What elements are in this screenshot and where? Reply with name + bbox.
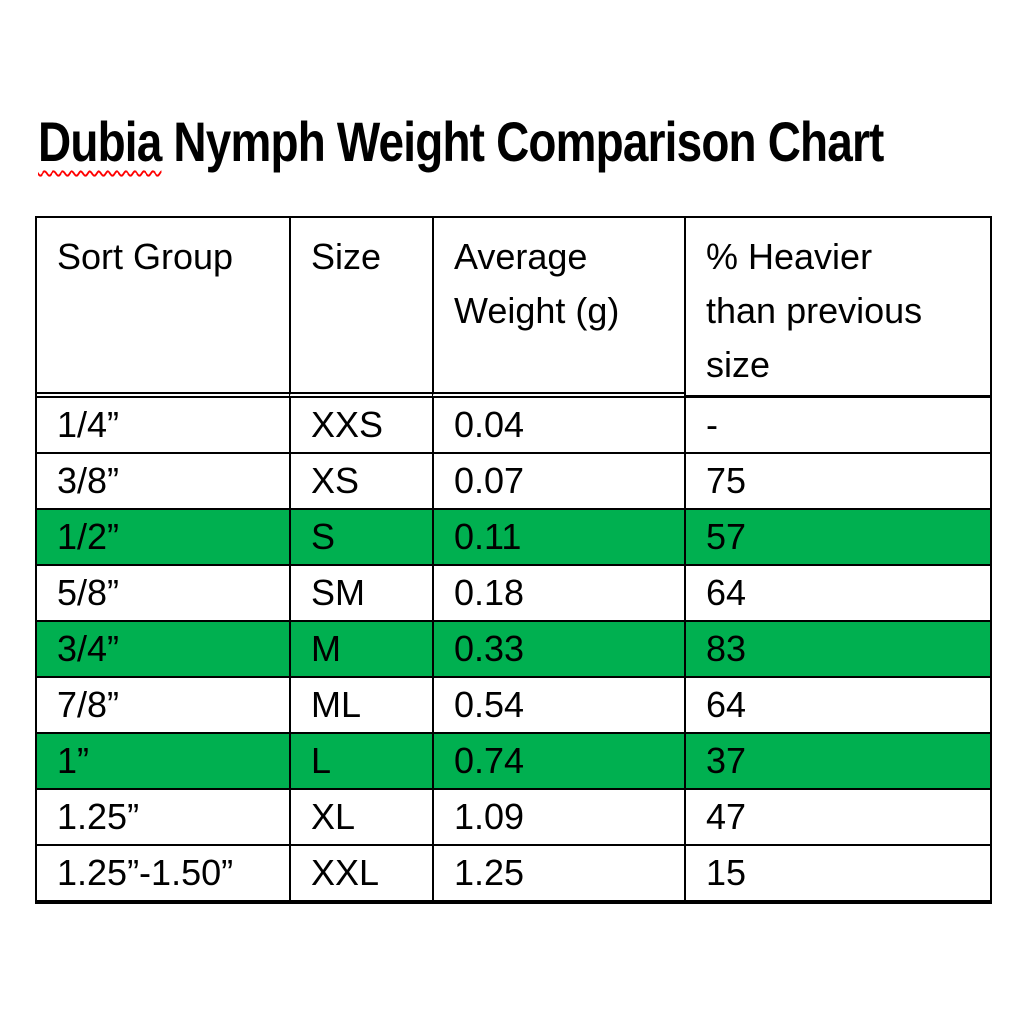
cell-avg-weight: 0.11 (432, 510, 684, 566)
table-row: 7/8” ML 0.54 64 (37, 678, 990, 734)
cell-pct-heavier: 57 (684, 510, 990, 566)
cell-size: XL (289, 790, 432, 846)
cell-size: SM (289, 566, 432, 622)
cell-avg-weight: 0.07 (432, 454, 684, 510)
column-header-pct-heavier: % Heavier than previous size (684, 218, 990, 398)
cell-sort-group: 5/8” (37, 566, 289, 622)
header-line: size (706, 344, 771, 385)
header-line: Average (454, 236, 588, 277)
cell-avg-weight: 0.18 (432, 566, 684, 622)
header-line: Weight (g) (454, 290, 620, 331)
cell-size: L (289, 734, 432, 790)
page-title-rest: Nymph Weight Comparison Chart (161, 110, 884, 173)
cell-sort-group: 1/2” (37, 510, 289, 566)
cell-sort-group: 1.25” (37, 790, 289, 846)
cell-pct-heavier: 64 (684, 566, 990, 622)
cell-pct-heavier: 75 (684, 454, 990, 510)
table-row: 3/4” M 0.33 83 (37, 622, 990, 678)
table-row: 1” L 0.74 37 (37, 734, 990, 790)
cell-avg-weight: 1.25 (432, 846, 684, 900)
misspelled-word: Dubia (38, 110, 162, 173)
table-row: 1.25”-1.50” XXL 1.25 15 (37, 846, 990, 900)
cell-pct-heavier: 47 (684, 790, 990, 846)
column-header-average-weight: Average Weight (g) (432, 218, 684, 398)
cell-size: ML (289, 678, 432, 734)
weight-comparison-table: Sort Group Size Average Weight (g) % Hea… (35, 216, 992, 904)
cell-sort-group: 1/4” (37, 398, 289, 454)
cell-avg-weight: 0.54 (432, 678, 684, 734)
header-row: Sort Group Size Average Weight (g) % Hea… (37, 218, 990, 398)
cell-avg-weight: 1.09 (432, 790, 684, 846)
table-row: 1.25” XL 1.09 47 (37, 790, 990, 846)
cell-sort-group: 1.25”-1.50” (57, 852, 234, 893)
cell-size: XXL (289, 846, 432, 900)
cell-sort-group: 7/8” (37, 678, 289, 734)
table-row: 1/2” S 0.11 57 (37, 510, 990, 566)
cell-size: XXS (289, 398, 432, 454)
cell-pct-heavier: 37 (684, 734, 990, 790)
table-row: 1/4” XXS 0.04 - (37, 398, 990, 454)
header-line: than previous (706, 290, 923, 331)
cell-pct-heavier: 83 (684, 622, 990, 678)
column-header-sort-group: Sort Group (37, 218, 289, 398)
cell-avg-weight: 0.33 (432, 622, 684, 678)
table-row: 3/8” XS 0.07 75 (37, 454, 990, 510)
cell-pct-heavier: - (684, 398, 990, 454)
cell-avg-weight: 0.74 (432, 734, 684, 790)
cell-size: XS (289, 454, 432, 510)
header-line: % Heavier (706, 236, 873, 277)
cell-sort-group: 1” (37, 734, 289, 790)
cell-sort-group: 3/8” (37, 454, 289, 510)
header-line: Sort Group (57, 236, 234, 277)
cell-pct-heavier: 64 (684, 678, 990, 734)
cell-sort-group: 3/4” (37, 622, 289, 678)
table-row: 5/8” SM 0.18 64 (37, 566, 990, 622)
header-line: Size (311, 236, 382, 277)
cell-avg-weight: 0.04 (432, 398, 684, 454)
cell-size: M (289, 622, 432, 678)
cell-pct-heavier: 15 (684, 846, 990, 900)
cell-size: S (289, 510, 432, 566)
page-title: Dubia Nymph Weight Comparison Chart (38, 112, 884, 172)
column-header-size: Size (289, 218, 432, 398)
